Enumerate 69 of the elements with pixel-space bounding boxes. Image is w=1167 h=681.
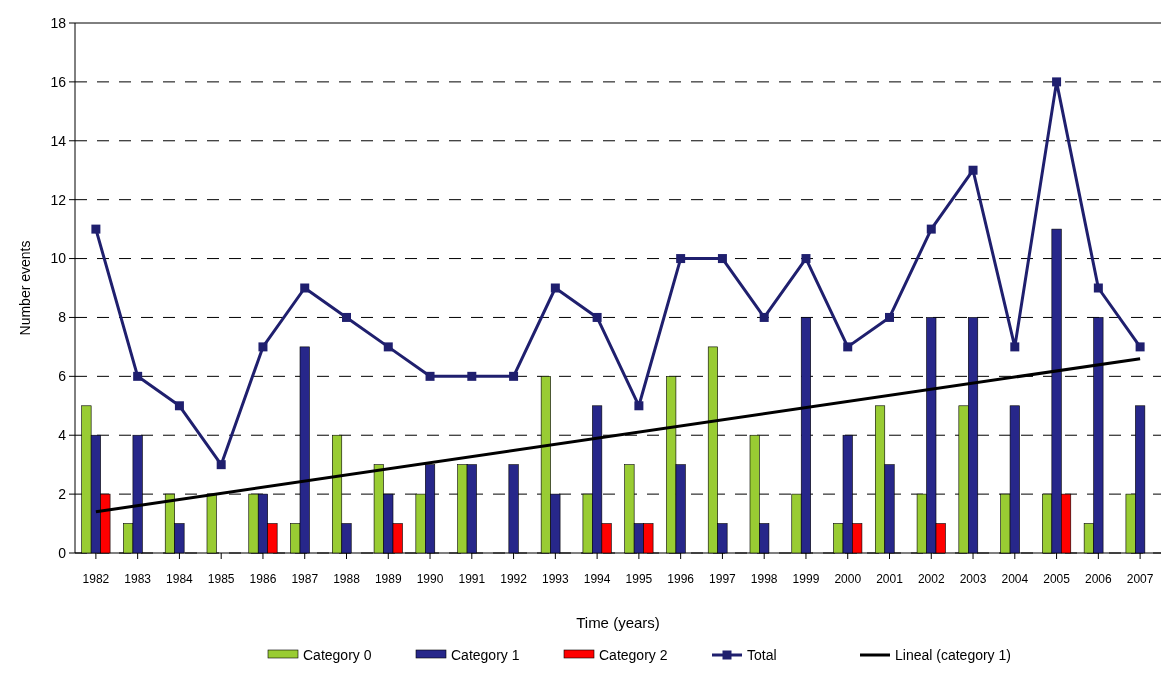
y-tick-label: 10 [50,250,67,267]
point [133,371,143,381]
point [258,342,268,352]
x-tick-label: 1994 [583,572,611,586]
y-tick-label: 4 [58,427,67,444]
point [634,401,644,411]
x-tick-label: 1999 [792,572,820,586]
point [1093,283,1103,293]
legend-label: Category 0 [303,646,372,663]
y-axis-title: Number events [17,240,33,336]
point [1052,77,1062,87]
y-tick-label: 2 [58,486,67,503]
x-tick-label: 1995 [625,572,653,586]
y-tick-label: 18 [50,14,67,31]
y-tick-label: 16 [50,73,67,90]
point [801,254,811,264]
x-tick-label: 2007 [1126,572,1154,586]
legend-label: Category 1 [451,646,520,663]
x-tick-label: 1984 [166,572,194,586]
x-tick-label: 2003 [959,572,987,586]
point [843,342,853,352]
point [1010,342,1020,352]
x-tick-label: 1988 [333,572,361,586]
point [425,371,435,381]
point [1135,342,1145,352]
x-tick-label: 1982 [82,572,110,586]
x-tick-label: 1991 [458,572,486,586]
point [91,224,101,234]
point [342,312,351,322]
x-tick-label: 2001 [876,572,904,586]
point [592,312,602,322]
point [383,342,393,352]
x-tick-label: 1983 [124,572,152,586]
x-tick-label: 2004 [1001,572,1029,586]
x-tick-label: 1997 [709,572,737,586]
point [926,224,936,234]
point [216,460,226,470]
point [174,401,184,411]
x-tick-label: 2000 [834,572,862,586]
x-tick-label: 1992 [500,572,528,586]
point [509,371,519,381]
point [885,312,894,322]
legend-label: Lineal (category 1) [895,646,1011,663]
legend-label: Category 2 [599,646,668,663]
x-tick-label: 1986 [249,572,277,586]
x-tick-label: 1990 [416,572,444,586]
y-tick-label: 6 [58,368,67,385]
x-tick-label: 2006 [1084,572,1113,586]
y-tick-label: 12 [50,191,67,208]
x-tick-label: 1996 [667,572,695,586]
x-tick-label: 2002 [917,572,945,586]
y-tick-label: 14 [50,132,67,149]
point [759,312,769,322]
point [467,371,477,381]
point [676,254,686,264]
point [300,283,310,293]
point [968,165,978,175]
x-tick-label: 1993 [541,572,570,586]
legend-label: Total [747,646,777,663]
y-tick-label: 0 [58,544,67,561]
x-tick-label: 1989 [374,572,402,586]
x-tick-label: 2005 [1043,572,1071,586]
point [550,283,560,293]
y-tick-label: 8 [58,309,67,326]
x-tick-label: 1987 [291,572,319,586]
x-tick-label: 1998 [750,572,778,586]
x-axis-title: Time (years) [576,614,660,631]
point [717,254,727,264]
x-tick-label: 1985 [207,572,235,586]
